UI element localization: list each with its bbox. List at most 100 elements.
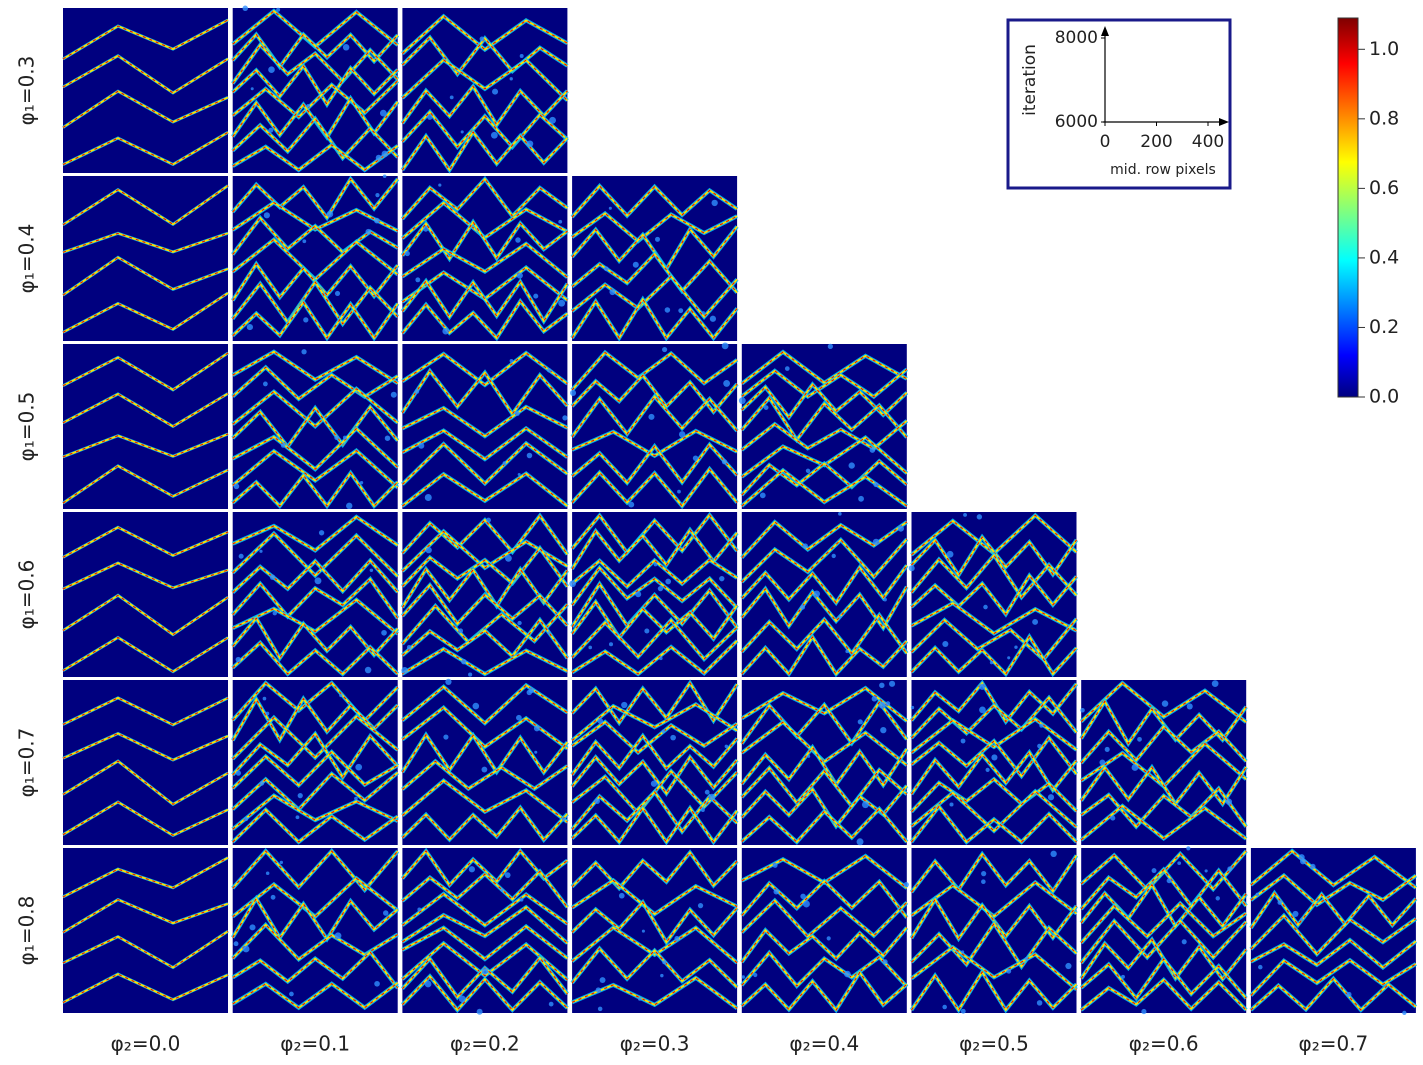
speckle — [664, 307, 671, 313]
speckle — [365, 228, 372, 235]
colorbar-tick-label: 0.0 — [1369, 386, 1399, 408]
inset-y-label: iteration — [1020, 44, 1040, 116]
ridge-core — [741, 460, 908, 496]
speckle — [1050, 850, 1057, 858]
speckle — [697, 903, 704, 909]
speckle — [1141, 1008, 1147, 1015]
speckle — [1292, 910, 1299, 917]
ridge-core — [401, 733, 568, 774]
inset-x-label: mid. row pixels — [1110, 162, 1216, 178]
ridge-core — [402, 780, 568, 823]
speckle — [382, 174, 387, 178]
ridge-mid — [232, 577, 399, 619]
speckle — [721, 342, 729, 350]
ridge-mid — [741, 420, 908, 451]
speckle — [759, 492, 766, 499]
ridge-core — [741, 636, 908, 675]
ridge-core — [741, 586, 908, 629]
speckle — [418, 442, 425, 449]
heatmap-panel — [62, 176, 229, 341]
ridge-core — [62, 857, 229, 898]
speckle — [632, 261, 639, 268]
ridge-core — [571, 212, 738, 242]
speckle — [1166, 878, 1172, 884]
speckle — [897, 525, 904, 532]
colorbar-tick-label: 0.8 — [1369, 107, 1399, 129]
speckle — [339, 693, 343, 698]
speckle — [242, 945, 250, 953]
speckle — [443, 734, 449, 740]
speckle — [838, 615, 842, 619]
ridge-core — [911, 682, 1077, 723]
ridge-core — [232, 65, 399, 106]
speckle — [655, 236, 661, 242]
heatmap-panel — [909, 848, 1079, 1014]
ridge-core — [62, 526, 229, 558]
speckle — [1121, 974, 1125, 979]
speckle — [318, 530, 325, 536]
heatmap-panel — [400, 847, 569, 1015]
ridge-core — [402, 684, 568, 724]
heatmap-panel — [740, 512, 909, 678]
ridge-mid — [910, 618, 1078, 661]
ridge-core — [232, 238, 399, 281]
speckle — [838, 512, 842, 516]
speckle — [1137, 736, 1142, 742]
speckle — [533, 725, 540, 732]
ridge-core — [741, 880, 908, 918]
ridge-core — [232, 178, 399, 219]
speckle — [334, 290, 341, 296]
heatmap-panel — [62, 344, 229, 509]
ridge-mid — [231, 896, 399, 941]
speckle — [1181, 939, 1187, 945]
speckle — [458, 628, 464, 634]
inset-box — [1006, 18, 1232, 190]
speckle — [753, 972, 758, 978]
speckle — [238, 553, 244, 559]
speckle — [858, 495, 864, 502]
ridge-core — [62, 433, 229, 458]
speckle — [280, 443, 286, 448]
speckle — [650, 780, 658, 787]
speckle — [314, 577, 322, 585]
speckle — [588, 645, 593, 650]
ridge-core — [911, 602, 1077, 635]
speckle — [449, 95, 454, 100]
speckle — [963, 513, 967, 517]
speckle — [805, 468, 811, 474]
speckle — [1300, 858, 1306, 865]
speckle — [476, 1008, 483, 1015]
ridge-core — [402, 619, 568, 659]
ridge-core — [1080, 979, 1247, 1011]
heatmap-panel — [570, 848, 739, 1013]
speckle — [382, 910, 389, 916]
speckle — [517, 472, 521, 476]
ridge-mid — [232, 405, 399, 449]
ridge-mid — [401, 177, 568, 220]
heatmap-panel — [400, 175, 570, 342]
speckle — [738, 397, 746, 405]
ridge-core — [62, 697, 229, 726]
heatmap-panel — [231, 512, 400, 677]
ridge-core — [62, 930, 229, 969]
ridge-core — [911, 751, 1077, 795]
ridge-core — [402, 850, 568, 886]
ridge-core — [232, 751, 398, 789]
speckle — [379, 109, 387, 117]
ridge-mid — [232, 877, 399, 918]
ridge-core — [571, 582, 738, 628]
ridge-mid — [62, 800, 229, 837]
ridge-core — [232, 641, 399, 675]
ridge-core — [401, 568, 568, 608]
ridge-mid — [232, 849, 399, 892]
speckle — [979, 706, 986, 714]
speckle — [662, 960, 667, 965]
speckle — [1080, 708, 1085, 713]
heatmap-panel — [62, 848, 229, 1013]
speckle — [711, 199, 718, 207]
ridge-core — [402, 870, 568, 908]
ridge-core — [62, 19, 229, 60]
speckle — [1006, 968, 1012, 974]
ridge-core — [741, 767, 908, 808]
speckle — [492, 88, 499, 95]
